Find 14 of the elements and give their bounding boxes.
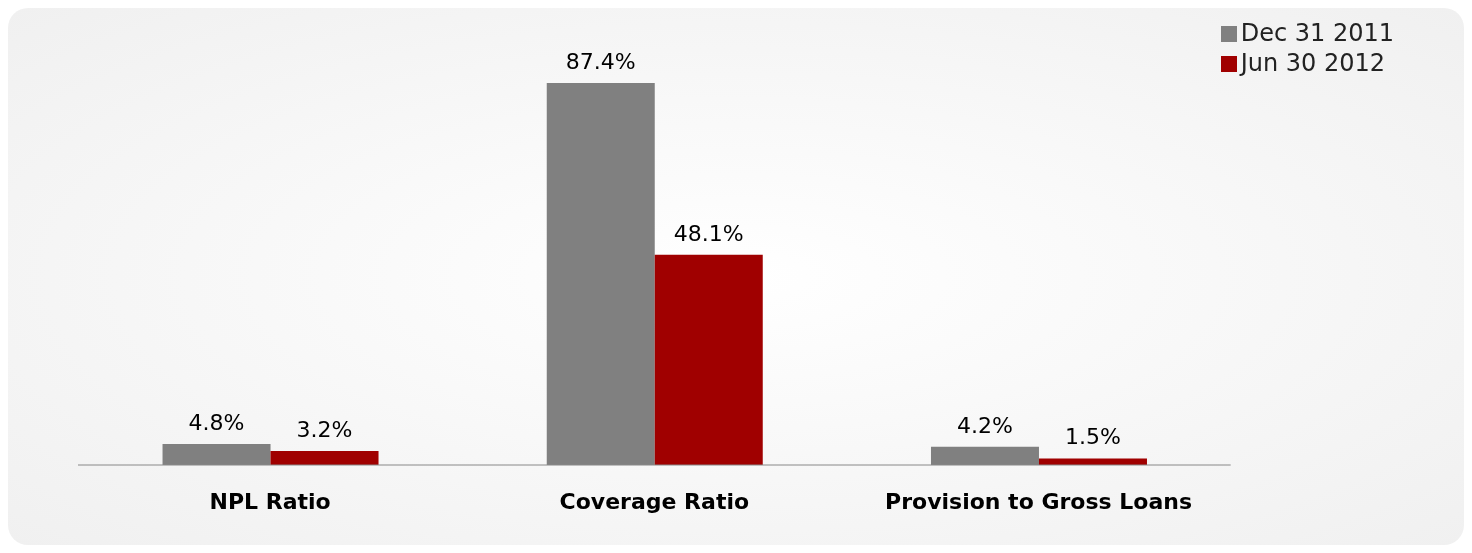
bar [654, 254, 763, 465]
bar [270, 451, 379, 465]
data-label: 3.2% [296, 417, 353, 443]
legend-label: Dec 31 2011 [1240, 19, 1394, 47]
legend-label: Jun 30 2012 [1240, 49, 1386, 77]
data-label: 1.5% [1065, 424, 1121, 450]
x-tick-label: Coverage Ratio [559, 488, 750, 514]
data-label: 4.8% [188, 410, 245, 436]
x-tick-label: NPL Ratio [209, 488, 331, 514]
bar [1038, 458, 1147, 465]
x-tick-label: Provision to Gross Loans [885, 488, 1193, 514]
data-label: 87.4% [565, 49, 636, 75]
data-label: 48.1% [673, 220, 744, 246]
data-label: 4.2% [957, 412, 1013, 438]
